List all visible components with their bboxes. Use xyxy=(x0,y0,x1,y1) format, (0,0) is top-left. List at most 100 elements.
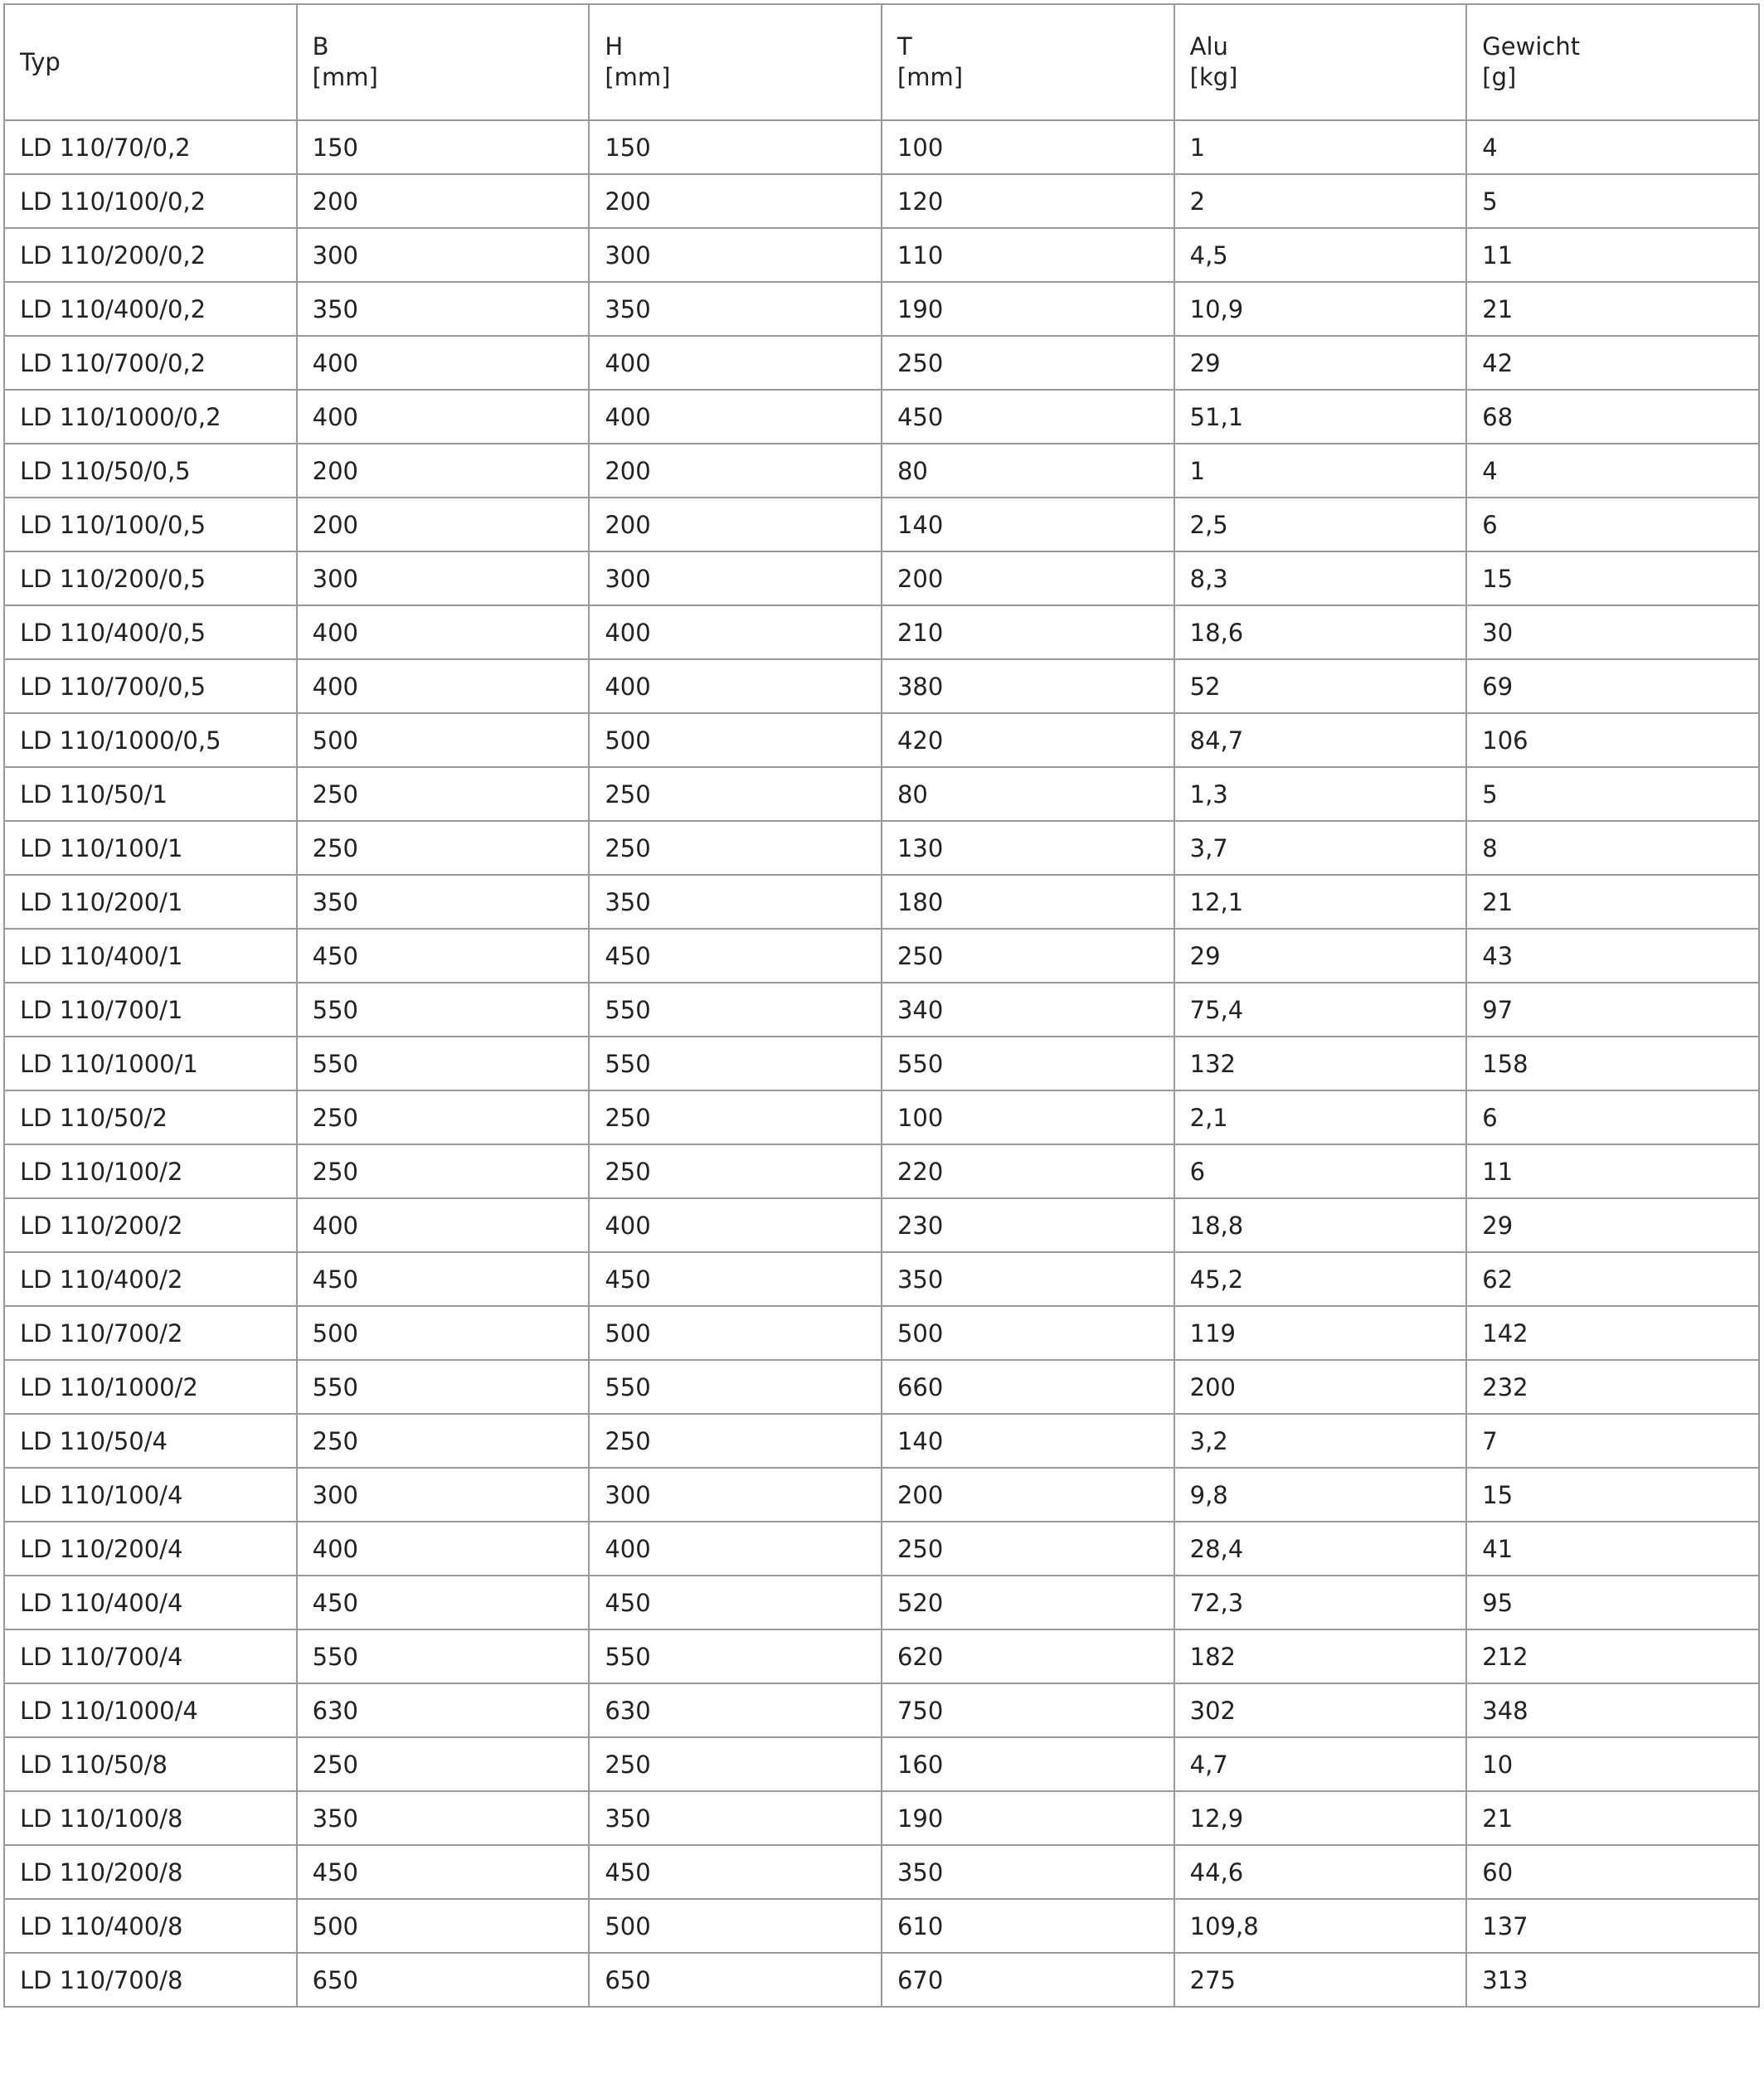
value-cell: 302 xyxy=(1173,1683,1468,1738)
value-cell: 450 xyxy=(588,1251,882,1307)
value-cell: 400 xyxy=(588,1197,882,1253)
table-row: LD 110/100/0,2 200 200 120 2 5 xyxy=(3,173,1760,229)
value-cell: 140 xyxy=(880,1413,1175,1469)
value-cell: 44,6 xyxy=(1173,1844,1468,1900)
value-cell: 550 xyxy=(295,1036,590,1091)
value-cell: 210 xyxy=(880,605,1175,660)
value-cell: 550 xyxy=(588,982,882,1037)
value-cell: 180 xyxy=(880,874,1175,930)
type-cell: LD 110/400/8 xyxy=(3,1898,298,1954)
header-row: Typ B [mm] H [mm] T [mm] Alu [kg] Gewicht [g] xyxy=(3,3,1760,121)
value-cell: 62 xyxy=(1465,1251,1760,1307)
value-cell: 550 xyxy=(880,1036,1175,1091)
value-cell: 60 xyxy=(1465,1844,1760,1900)
type-cell: LD 110/50/8 xyxy=(3,1736,298,1792)
value-cell: 6 xyxy=(1465,497,1760,552)
type-cell: LD 110/1000/1 xyxy=(3,1036,298,1091)
value-cell: 43 xyxy=(1465,928,1760,983)
value-cell: 250 xyxy=(880,335,1175,391)
type-cell: LD 110/400/1 xyxy=(3,928,298,983)
table-row: LD 110/700/0,5 400 400 380 52 69 xyxy=(3,658,1760,714)
value-cell: 250 xyxy=(588,766,882,822)
table-row: LD 110/100/1 250 250 130 3,7 8 xyxy=(3,820,1760,876)
header-unit: [g] xyxy=(1482,63,1517,91)
type-cell: LD 110/1000/0,5 xyxy=(3,712,298,768)
value-cell: 12,1 xyxy=(1173,874,1468,930)
value-cell: 5 xyxy=(1465,766,1760,822)
value-cell: 200 xyxy=(880,551,1175,606)
value-cell: 250 xyxy=(588,820,882,876)
table-row: LD 110/1000/0,2 400 400 450 51,1 68 xyxy=(3,389,1760,444)
value-cell: 250 xyxy=(588,1413,882,1469)
value-cell: 550 xyxy=(295,1629,590,1684)
table-row: LD 110/100/2 250 250 220 6 11 xyxy=(3,1144,1760,1199)
value-cell: 51,1 xyxy=(1173,389,1468,444)
value-cell: 250 xyxy=(295,1144,590,1199)
value-cell: 350 xyxy=(880,1844,1175,1900)
value-cell: 29 xyxy=(1465,1197,1760,1253)
product-table: Typ B [mm] H [mm] T [mm] Alu [kg] Gewicht [g] LD 11… xyxy=(3,3,1760,2008)
value-cell: 450 xyxy=(588,1575,882,1630)
value-cell: 10 xyxy=(1465,1736,1760,1792)
value-cell: 500 xyxy=(588,712,882,768)
table-row: LD 110/400/0,2 350 350 190 10,9 21 xyxy=(3,281,1760,337)
header-cell: H [mm] xyxy=(588,3,882,121)
value-cell: 1 xyxy=(1173,443,1468,498)
type-cell: LD 110/50/4 xyxy=(3,1413,298,1469)
table-row: LD 110/200/8 450 450 350 44,6 60 xyxy=(3,1844,1760,1900)
table-row: LD 110/1000/2 550 550 660 200 232 xyxy=(3,1359,1760,1415)
table-row: LD 110/400/4 450 450 520 72,3 95 xyxy=(3,1575,1760,1630)
value-cell: 450 xyxy=(880,389,1175,444)
value-cell: 313 xyxy=(1465,1952,1760,2008)
value-cell: 350 xyxy=(880,1251,1175,1307)
header-label: Alu xyxy=(1189,32,1228,61)
header-label: Gewicht xyxy=(1482,32,1581,61)
value-cell: 450 xyxy=(588,928,882,983)
value-cell: 75,4 xyxy=(1173,982,1468,1037)
header-label: Typ xyxy=(20,47,61,76)
table-row: LD 110/200/0,2 300 300 110 4,5 11 xyxy=(3,227,1760,283)
type-cell: LD 110/400/0,2 xyxy=(3,281,298,337)
value-cell: 250 xyxy=(295,1736,590,1792)
value-cell: 300 xyxy=(588,227,882,283)
value-cell: 69 xyxy=(1465,658,1760,714)
value-cell: 4,7 xyxy=(1173,1736,1468,1792)
value-cell: 4,5 xyxy=(1173,227,1468,283)
value-cell: 550 xyxy=(588,1359,882,1415)
value-cell: 119 xyxy=(1173,1305,1468,1361)
value-cell: 100 xyxy=(880,1090,1175,1145)
table-row: LD 110/400/0,5 400 400 210 18,6 30 xyxy=(3,605,1760,660)
type-cell: LD 110/700/0,5 xyxy=(3,658,298,714)
value-cell: 200 xyxy=(588,443,882,498)
type-cell: LD 110/50/0,5 xyxy=(3,443,298,498)
table-row: LD 110/200/4 400 400 250 28,4 41 xyxy=(3,1521,1760,1576)
value-cell: 400 xyxy=(295,389,590,444)
table-row: LD 110/700/8 650 650 670 275 313 xyxy=(3,1952,1760,2008)
value-cell: 550 xyxy=(588,1036,882,1091)
value-cell: 200 xyxy=(295,173,590,229)
value-cell: 400 xyxy=(295,1521,590,1576)
type-cell: LD 110/1000/4 xyxy=(3,1683,298,1738)
table-row: LD 110/1000/4 630 630 750 302 348 xyxy=(3,1683,1760,1738)
value-cell: 1,3 xyxy=(1173,766,1468,822)
value-cell: 84,7 xyxy=(1173,712,1468,768)
value-cell: 21 xyxy=(1465,874,1760,930)
value-cell: 350 xyxy=(295,874,590,930)
type-cell: LD 110/200/2 xyxy=(3,1197,298,1253)
value-cell: 42 xyxy=(1465,335,1760,391)
value-cell: 250 xyxy=(588,1090,882,1145)
type-cell: LD 110/700/2 xyxy=(3,1305,298,1361)
value-cell: 500 xyxy=(588,1898,882,1954)
value-cell: 9,8 xyxy=(1173,1467,1468,1522)
table-row: LD 110/700/1 550 550 340 75,4 97 xyxy=(3,982,1760,1037)
value-cell: 2 xyxy=(1173,173,1468,229)
value-cell: 550 xyxy=(295,1359,590,1415)
table-row: LD 110/700/0,2 400 400 250 29 42 xyxy=(3,335,1760,391)
value-cell: 250 xyxy=(295,766,590,822)
type-cell: LD 110/200/4 xyxy=(3,1521,298,1576)
value-cell: 450 xyxy=(295,1251,590,1307)
value-cell: 650 xyxy=(588,1952,882,2008)
header-label: H xyxy=(605,32,624,61)
value-cell: 550 xyxy=(295,982,590,1037)
header-cell: Alu [kg] xyxy=(1173,3,1468,121)
